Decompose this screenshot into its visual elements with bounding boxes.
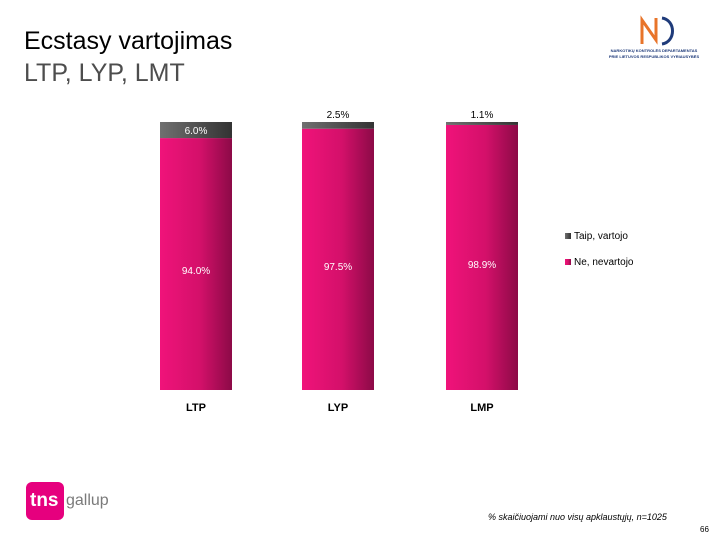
bar-ne-ltp	[160, 138, 232, 390]
gallup-logo-text: gallup	[66, 492, 109, 509]
category-label-lyp: LYP	[328, 402, 348, 414]
bar-ne-lyp	[302, 128, 374, 390]
tns-gallup-logo: tns gallup	[26, 482, 109, 520]
legend-swatch-taip	[565, 233, 571, 239]
slide-subtitle: LTP, LYP, LMT	[24, 59, 185, 87]
legend-label-taip: Taip, vartojo	[574, 231, 628, 242]
legend-label-ne: Ne, nevartojo	[574, 257, 634, 268]
data-label-taip-lyp: 2.5%	[327, 110, 350, 121]
page-number: 66	[700, 525, 709, 534]
data-label-taip-lmp: 1.1%	[471, 110, 494, 121]
tns-logo-box: tns	[26, 482, 64, 520]
bar-taip-lmp	[446, 122, 518, 125]
bar-taip-lyp	[302, 122, 374, 129]
legend-swatch-ne	[565, 259, 571, 265]
category-label-lmp: LMP	[470, 402, 493, 414]
tns-logo-text: tns	[30, 490, 59, 511]
data-label-ne-lyp: 97.5%	[324, 262, 352, 273]
logo-org-line1: NARKOTIKŲ KONTROLĖS DEPARTAMENTAS	[610, 48, 698, 53]
category-label-ltp: LTP	[186, 402, 206, 414]
data-label-ne-lmp: 98.9%	[468, 260, 496, 271]
ndkd-logo: NARKOTIKŲ KONTROLĖS DEPARTAMENTAS PRIE L…	[604, 14, 704, 66]
ndkd-emblem-icon	[640, 15, 674, 46]
data-label-taip-ltp: 6.0%	[185, 126, 208, 137]
footnote: % skaičiuojami nuo visų apklaustųjų, n=1…	[488, 512, 667, 522]
data-label-ne-ltp: 94.0%	[182, 266, 210, 277]
logo-org-line2: PRIE LIETUVOS RESPUBLIKOS VYRIAUSYBĖS	[608, 54, 700, 59]
bar-taip-ltp	[160, 122, 232, 139]
bar-ne-lmp	[446, 124, 518, 390]
slide-title: Ecstasy vartojimas	[24, 27, 233, 55]
